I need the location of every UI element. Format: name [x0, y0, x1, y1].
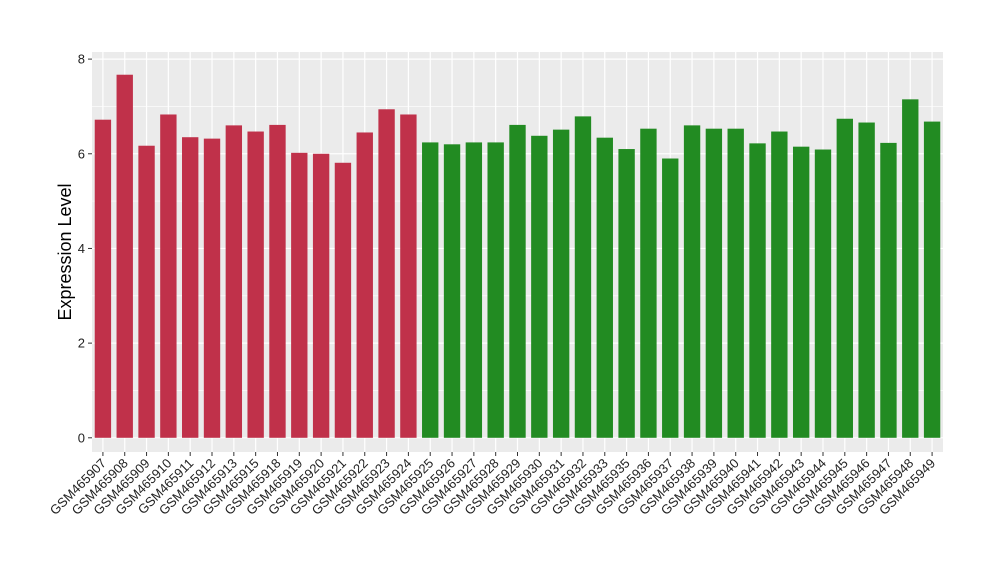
bar-GSM465949: [923, 121, 941, 438]
bar-GSM465911: [182, 137, 199, 438]
y-tick-label: 6: [78, 146, 85, 161]
bar-GSM465920: [312, 153, 330, 438]
bar-GSM465939: [705, 128, 723, 438]
bar-GSM465928: [487, 142, 504, 438]
axes: 02468GSM465907GSM465908GSM465909GSM46591…: [47, 52, 938, 518]
bars: [94, 74, 941, 438]
bar-GSM465912: [203, 138, 221, 438]
bar-GSM465922: [356, 132, 373, 438]
bar-GSM465921: [334, 162, 352, 438]
bar-GSM465907: [94, 119, 112, 438]
bar-GSM465932: [574, 116, 592, 438]
bar-GSM465941: [749, 143, 766, 438]
bar-GSM465936: [640, 128, 657, 438]
bar-GSM465933: [596, 137, 613, 438]
bar-GSM465942: [771, 131, 788, 438]
y-tick-label: 8: [78, 52, 85, 67]
bar-GSM465915: [247, 131, 264, 438]
bar-GSM465927: [465, 142, 483, 438]
bar-GSM465937: [662, 158, 679, 438]
bar-GSM465919: [291, 152, 308, 438]
y-tick-label: 4: [78, 241, 85, 256]
bar-GSM465938: [683, 125, 701, 438]
bar-GSM465943: [792, 146, 810, 438]
bar-GSM465945: [836, 118, 853, 438]
bar-GSM465947: [880, 142, 897, 438]
bar-GSM465946: [858, 122, 875, 438]
y-tick-label: 2: [78, 336, 85, 351]
bar-GSM465908: [116, 74, 133, 438]
bar-GSM465940: [727, 128, 744, 438]
bar-GSM465923: [378, 109, 395, 438]
y-axis-title: Expression Level: [55, 183, 75, 320]
bar-GSM465948: [902, 99, 919, 438]
bar-GSM465910: [160, 114, 177, 438]
bar-GSM465929: [509, 124, 526, 438]
bar-GSM465909: [138, 145, 155, 438]
bar-GSM465930: [531, 135, 548, 438]
bar-GSM465931: [552, 129, 570, 438]
bar-GSM465935: [618, 149, 635, 438]
bar-GSM465925: [422, 142, 439, 438]
bar-GSM465926: [443, 144, 461, 438]
bar-GSM465913: [225, 125, 243, 438]
bar-GSM465944: [814, 149, 832, 438]
bar-GSM465918: [269, 124, 286, 438]
y-tick-label: 0: [78, 430, 85, 445]
bar-GSM465924: [400, 114, 417, 438]
